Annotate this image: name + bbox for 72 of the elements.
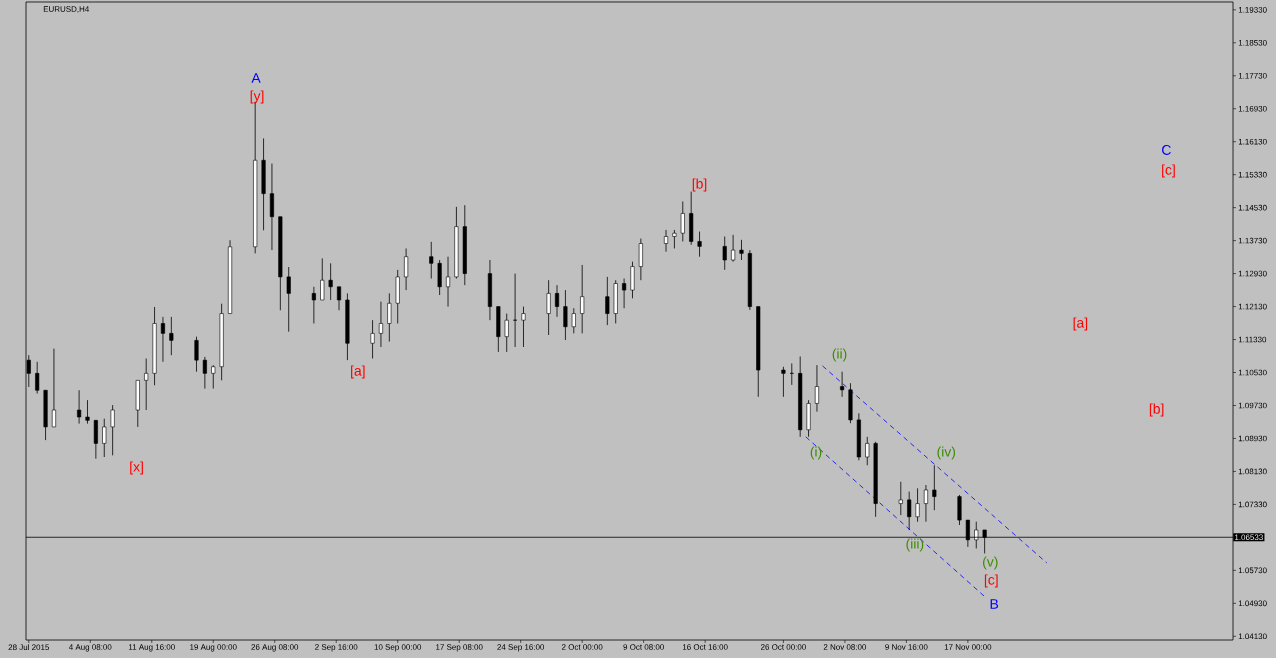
candlestick — [445, 256, 451, 307]
candlestick — [923, 484, 928, 523]
candlestick — [160, 316, 165, 363]
candlestick — [554, 284, 560, 318]
candlestick — [404, 248, 409, 291]
candlestick — [504, 313, 509, 353]
candlestick — [269, 163, 274, 251]
annotation: [b] — [1149, 403, 1164, 417]
annotation: [x] — [130, 461, 143, 475]
annotation: (iv) — [937, 446, 956, 460]
candlestick — [320, 257, 325, 301]
candlestick — [932, 464, 937, 511]
candlestick — [328, 262, 333, 301]
candlestick — [680, 201, 685, 242]
candlestick — [211, 364, 216, 389]
annotation: [b] — [692, 178, 707, 192]
annotation: (v) — [983, 556, 998, 570]
candlestick — [202, 356, 207, 389]
candlestick — [907, 491, 912, 531]
annotation: [c] — [1162, 164, 1175, 178]
annotation: [a] — [1073, 317, 1088, 331]
candlestick — [102, 418, 107, 458]
candlestick — [672, 229, 677, 249]
annotation: [a] — [351, 365, 365, 379]
candlestick — [370, 319, 375, 359]
candlestick — [51, 348, 56, 428]
candlestick — [429, 241, 434, 279]
candlestick — [957, 494, 962, 526]
candlestick — [789, 363, 794, 386]
annotation: [y] — [250, 90, 264, 104]
candlestick — [77, 389, 82, 425]
candlestick — [739, 239, 744, 261]
candlestick — [722, 236, 727, 271]
candlestick — [605, 276, 610, 326]
annotation: (i) — [810, 446, 822, 460]
candlestick — [110, 404, 115, 456]
candlestick — [336, 286, 342, 311]
candlestick — [85, 399, 90, 425]
candlestick — [865, 436, 870, 466]
candlestick — [563, 289, 568, 341]
annotation: B — [990, 599, 999, 609]
candlestick — [286, 266, 291, 333]
candlestick — [378, 301, 383, 348]
candlestick — [840, 371, 845, 398]
candlestick — [630, 261, 635, 299]
candlestick — [638, 238, 643, 281]
candlestick — [731, 234, 736, 263]
candlestick — [387, 292, 392, 342]
candlestick — [144, 358, 149, 411]
candlestick — [35, 361, 40, 394]
candlestick — [521, 306, 526, 348]
candlestick — [437, 259, 442, 296]
candlestick — [622, 278, 627, 309]
candlestick — [571, 307, 576, 334]
candlestick — [194, 336, 199, 373]
candlestick — [814, 364, 819, 413]
annotation: (iii) — [906, 538, 924, 552]
candlestick — [580, 264, 585, 334]
candlestick — [311, 286, 316, 324]
candlestick — [781, 366, 786, 398]
candlestick — [663, 229, 669, 253]
candlestick — [697, 231, 702, 258]
candlestick — [169, 316, 174, 356]
annotation: A — [251, 73, 261, 83]
candlestick — [546, 279, 551, 336]
annotation: [c] — [984, 574, 998, 588]
annotation: (ii) — [832, 348, 847, 362]
annotation: C — [1162, 145, 1171, 155]
candlestick — [915, 487, 920, 523]
candlestick — [93, 419, 98, 460]
candlestick — [898, 481, 903, 516]
candlestick — [513, 273, 518, 348]
